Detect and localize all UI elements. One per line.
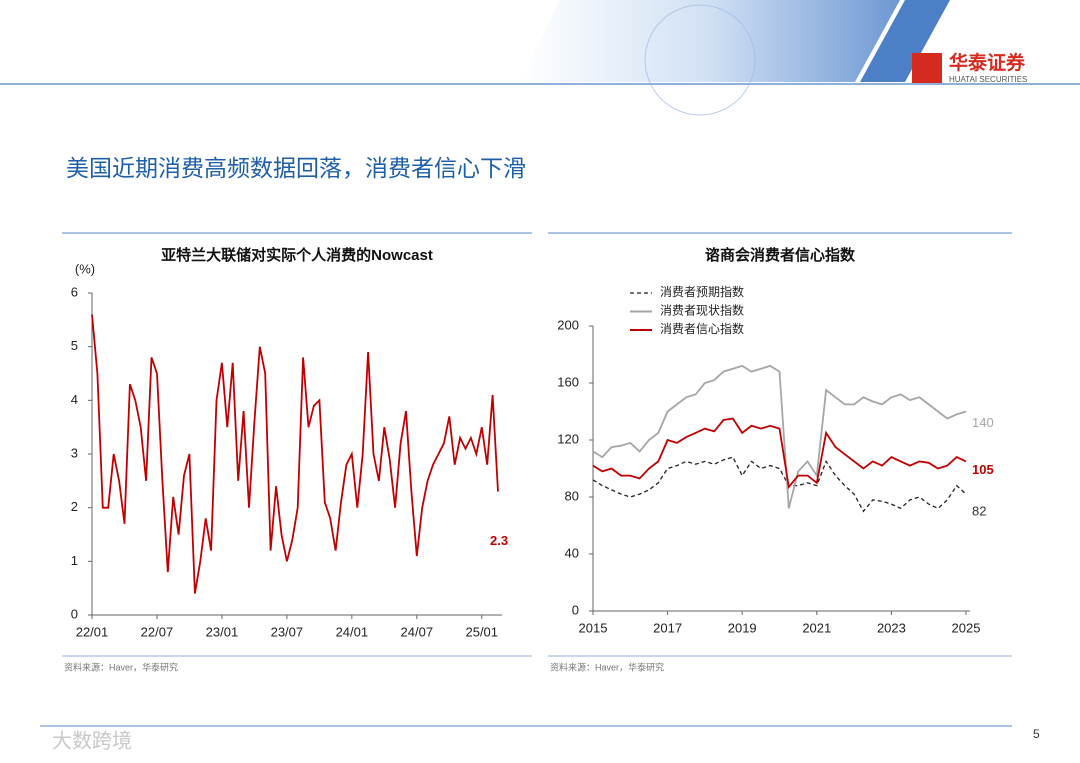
source: 资料来源：Haver，华泰研究 <box>550 661 664 672</box>
x-tick-label: 2015 <box>579 620 608 635</box>
y-tick-label: 160 <box>557 374 579 389</box>
logo-icon <box>912 53 942 83</box>
x-tick-label: 24/01 <box>336 624 369 639</box>
x-tick-label: 2025 <box>952 620 981 635</box>
brand: 华泰证券 <box>949 51 1026 74</box>
x-tick-label: 2023 <box>877 620 906 635</box>
x-tick-label: 23/07 <box>271 624 304 639</box>
series-line <box>91 314 499 594</box>
y-tick-label: 0 <box>572 602 579 617</box>
page-number: 5 <box>1033 727 1040 741</box>
y-tick-label: 120 <box>557 431 579 446</box>
series-line <box>592 456 967 513</box>
y-tick-label: 0 <box>71 606 78 621</box>
x-tick-label: 25/01 <box>465 624 498 639</box>
y-tick-label: 200 <box>557 317 579 332</box>
watermark: 大数跨境 <box>52 729 132 752</box>
header-stripe <box>860 0 950 82</box>
chart-title: 谘商会消费者信心指数 <box>705 246 856 264</box>
source: 资料来源：Haver，华泰研究 <box>64 661 178 672</box>
x-tick-label: 2017 <box>653 620 682 635</box>
y-tick-label: 6 <box>71 284 78 299</box>
y-tick-label: 3 <box>71 445 78 460</box>
y-tick-label: 5 <box>71 338 78 353</box>
globe <box>644 4 756 116</box>
x-tick-label: 2021 <box>802 620 831 635</box>
end-label: 82 <box>972 504 986 519</box>
legend-label: 消费者现状指数 <box>660 303 744 318</box>
x-tick-label: 22/01 <box>76 624 109 639</box>
chart-title: 亚特兰大联储对实际个人消费的Nowcast <box>161 246 433 264</box>
y-tick-label: 4 <box>71 392 78 407</box>
end-label: 140 <box>972 415 994 430</box>
series-line <box>592 364 967 509</box>
header-banner <box>520 0 900 82</box>
slide-title: 美国近期消费高频数据回落，消费者信心下滑 <box>66 155 526 181</box>
y-axis-label: (%) <box>75 261 95 276</box>
end-label: 2.3 <box>490 533 508 548</box>
series-line <box>592 417 967 490</box>
y-tick-label: 2 <box>71 499 78 514</box>
brand-en: HUATAI SECURITIES <box>949 75 1027 84</box>
y-tick-label: 40 <box>565 545 579 560</box>
x-tick-label: 2019 <box>728 620 757 635</box>
x-tick-label: 24/07 <box>401 624 434 639</box>
legend-label: 消费者信心指数 <box>660 321 744 336</box>
end-label: 105 <box>972 462 994 477</box>
y-tick-label: 1 <box>71 553 78 568</box>
x-tick-label: 23/01 <box>206 624 239 639</box>
legend-label: 消费者预期指数 <box>660 284 744 299</box>
y-tick-label: 80 <box>565 488 579 503</box>
x-tick-label: 22/07 <box>141 624 174 639</box>
